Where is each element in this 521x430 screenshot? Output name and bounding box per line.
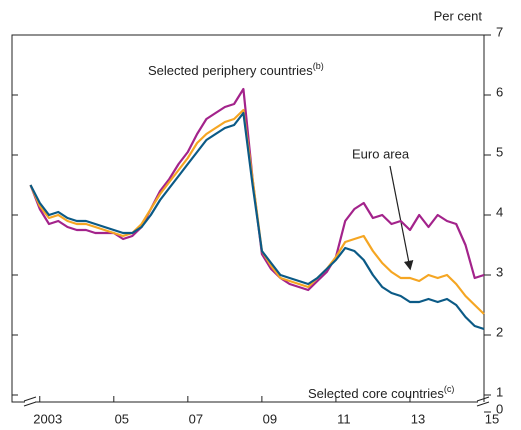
y-axis-label: Per cent	[434, 8, 483, 23]
y-tick-label: 5	[496, 144, 503, 159]
x-tick-label: 15	[485, 411, 499, 426]
y-tick-label: 4	[496, 204, 503, 219]
series-name: Selected periphery countries	[148, 63, 313, 78]
footnote: (c)	[444, 384, 455, 394]
y-tick-label: 7	[496, 24, 503, 39]
x-tick-label: 11	[337, 411, 351, 426]
x-tick-label: 07	[189, 411, 203, 426]
y-tick-label: 1	[496, 384, 503, 399]
footnote: (b)	[313, 61, 324, 71]
series-line	[29, 87, 485, 292]
annotation-arrow	[389, 165, 414, 271]
x-tick-label: 13	[411, 411, 425, 426]
series-label: Selected periphery countries(b)	[148, 61, 324, 78]
y-tick-label: 6	[496, 84, 503, 99]
series-label: Selected core countries(c)	[308, 384, 454, 401]
y-tick-label: 3	[496, 264, 503, 279]
series-line	[29, 111, 485, 331]
x-tick-label: 05	[115, 411, 129, 426]
x-tick-label: 2003	[33, 411, 62, 426]
plot-frame	[11, 34, 485, 403]
x-tick-label: 09	[263, 411, 277, 426]
series-label: Euro area	[352, 146, 410, 161]
axis-break	[23, 396, 490, 408]
y-tick-label: 0	[496, 401, 503, 416]
y-tick-label: 2	[496, 324, 503, 339]
series-name: Selected core countries	[308, 386, 444, 401]
